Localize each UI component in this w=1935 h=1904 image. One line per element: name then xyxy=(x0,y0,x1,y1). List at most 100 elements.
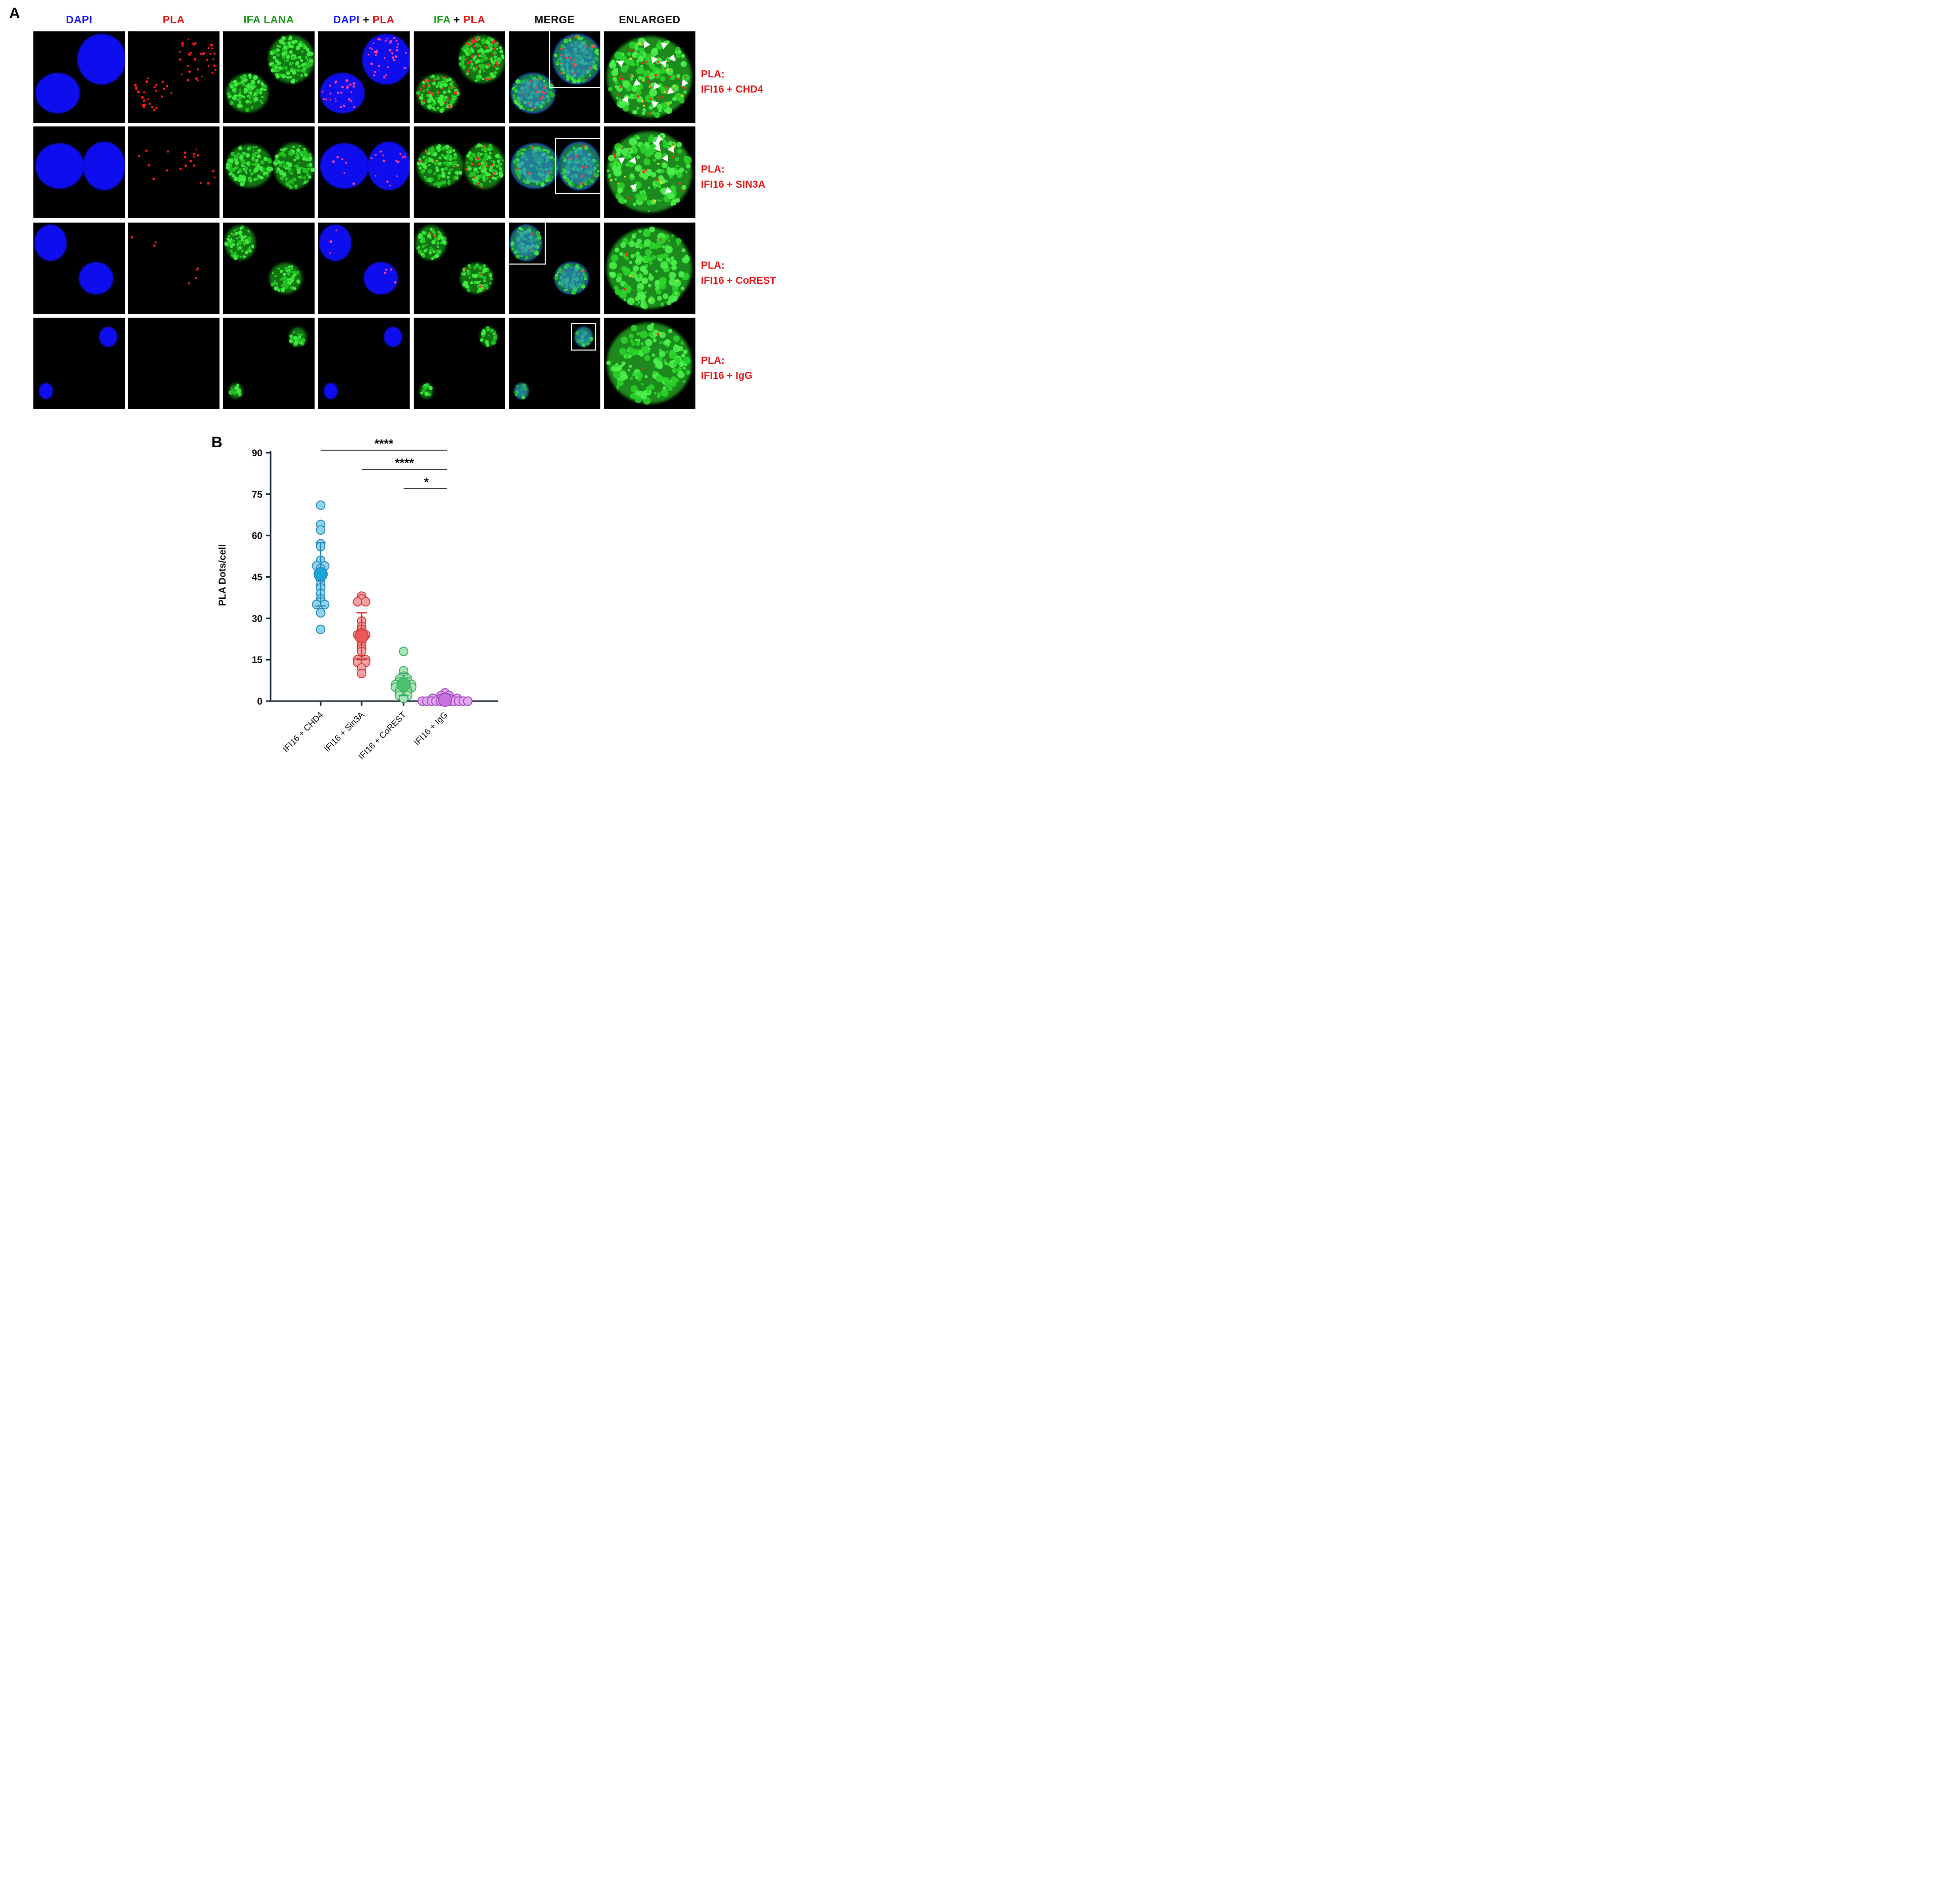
lana-speckle xyxy=(437,231,440,234)
lana-speckle xyxy=(658,40,661,43)
pla-dot xyxy=(517,167,520,170)
lana-speckle xyxy=(656,394,661,398)
lana-speckle xyxy=(496,176,499,179)
pla-dot xyxy=(582,270,585,273)
pla-dot xyxy=(383,76,385,79)
lana-speckle xyxy=(553,158,557,161)
lana-speckle xyxy=(467,165,470,167)
lana-speckle xyxy=(491,168,496,173)
pla-dot xyxy=(676,280,678,282)
arrowhead-marker xyxy=(630,184,637,191)
row-label-line1: PLA: xyxy=(701,260,725,271)
row-label-line2: IFI16 + IgG xyxy=(701,370,753,381)
pla-dot xyxy=(432,146,434,148)
lana-speckle xyxy=(665,350,669,354)
pla-dot xyxy=(395,39,398,42)
lana-speckle xyxy=(276,171,278,173)
lana-speckle xyxy=(498,156,502,160)
lana-speckle xyxy=(612,76,618,82)
image-cell xyxy=(414,318,505,409)
lana-speckle xyxy=(421,389,425,393)
lana-speckle xyxy=(306,60,309,62)
pla-dot xyxy=(184,164,187,167)
lana-speckle xyxy=(523,148,526,151)
lana-speckle xyxy=(614,247,620,252)
lana-speckle xyxy=(248,161,252,164)
pla-dot xyxy=(403,66,406,69)
pla-dot xyxy=(396,175,399,177)
image-cell xyxy=(509,126,600,218)
lana-speckle xyxy=(286,71,290,75)
pla-dot xyxy=(353,85,355,88)
arrowhead-marker xyxy=(644,40,651,49)
pla-dot xyxy=(335,80,337,83)
pla-dot xyxy=(371,48,373,50)
pla-dot xyxy=(590,44,593,46)
pla-dot xyxy=(170,92,172,94)
pla-dot xyxy=(323,98,325,101)
pla-dot xyxy=(391,56,394,59)
pla-dot xyxy=(334,98,337,100)
lana-speckle xyxy=(663,359,667,363)
lana-speckle xyxy=(573,147,576,150)
lana-speckle xyxy=(652,158,656,162)
lana-speckle xyxy=(251,106,253,109)
pla-dot xyxy=(391,52,393,55)
column-header: IFA + PLA xyxy=(413,14,507,26)
lana-speckle xyxy=(619,98,621,101)
lana-speckle xyxy=(435,181,439,185)
lana-speckle xyxy=(289,166,292,169)
lana-speckle xyxy=(429,246,432,249)
lana-speckle xyxy=(241,76,244,79)
lana-speckle xyxy=(239,227,243,230)
lana-speckle xyxy=(439,241,443,244)
lana-speckle xyxy=(482,264,487,268)
lana-speckle xyxy=(610,60,615,64)
pla-dot xyxy=(147,164,150,167)
lana-speckle xyxy=(255,152,257,154)
lana-speckle xyxy=(493,332,496,336)
lana-speckle xyxy=(630,61,635,67)
pla-dot xyxy=(585,165,588,168)
lana-speckle xyxy=(639,191,643,194)
lana-speckle xyxy=(609,61,617,69)
lana-speckle xyxy=(288,61,293,66)
lana-speckle xyxy=(254,97,258,102)
lana-speckle xyxy=(577,186,580,189)
lana-speckle xyxy=(293,158,296,161)
image-cell xyxy=(414,126,505,218)
pla-dot xyxy=(441,76,443,79)
lana-speckle xyxy=(644,300,646,304)
lana-speckle xyxy=(430,148,435,153)
lana-speckle xyxy=(653,186,657,189)
pla-dot xyxy=(565,56,568,59)
pla-dot xyxy=(517,100,519,103)
lana-speckle xyxy=(226,163,230,167)
merge-overlay xyxy=(577,329,591,344)
row-label-line2: IFI16 + CHD4 xyxy=(701,84,763,95)
lana-speckle xyxy=(653,392,657,395)
lana-speckle xyxy=(275,158,279,162)
lana-speckle xyxy=(248,178,253,183)
lana-speckle xyxy=(296,56,298,59)
lana-speckle xyxy=(453,155,457,159)
lana-speckle xyxy=(481,145,483,147)
lana-speckle xyxy=(616,97,619,100)
pla-dot xyxy=(475,40,478,42)
pla-dot xyxy=(619,78,621,80)
lana-speckle xyxy=(648,297,655,305)
lana-speckle xyxy=(430,177,434,182)
lana-speckle xyxy=(419,96,424,100)
pla-dot xyxy=(491,163,494,166)
pla-dot xyxy=(489,77,491,79)
pla-dot xyxy=(329,99,331,101)
lana-speckle xyxy=(275,154,279,159)
merge-overlay xyxy=(514,229,538,256)
lana-speckle xyxy=(428,232,430,234)
lana-speckle xyxy=(309,156,313,160)
lana-speckle xyxy=(497,62,500,64)
nucleus xyxy=(77,34,125,84)
image-cell xyxy=(604,318,695,409)
nucleus xyxy=(320,143,369,189)
lana-speckle xyxy=(295,79,297,82)
